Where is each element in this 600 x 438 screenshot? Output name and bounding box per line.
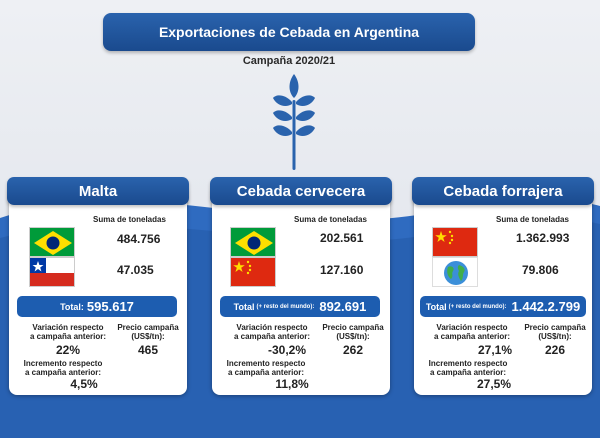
variation-value: 22% <box>55 343 81 357</box>
total-label: Total: <box>60 301 84 312</box>
price-label: Precio campaña (US$/tn): <box>524 323 586 341</box>
brazil-flag-icon <box>29 227 75 257</box>
total-value: 1.442.2.799 <box>511 299 581 314</box>
card-malta: Malta Suma de toneladas 484.756 47.035 T… <box>7 177 189 395</box>
china-flag-icon <box>230 257 276 287</box>
total-badge: Total: 595.617 <box>17 296 177 317</box>
sum-label: Suma de toneladas <box>496 215 569 224</box>
brazil-flag-icon <box>230 227 276 257</box>
card-title: Cebada cervecera <box>210 177 392 205</box>
price-value: 465 <box>137 343 159 357</box>
total-label: Total <box>425 301 447 312</box>
page-subtitle: Campaña 2020/21 <box>242 55 336 67</box>
total-value: 892.691 <box>319 299 367 314</box>
increment-value: 4,5% <box>70 377 98 391</box>
total-badge: Total (+ resto del mundo): 1.442.2.799 <box>420 296 586 317</box>
increment-value: 27,5% <box>476 377 512 391</box>
price-label: Precio campaña (US$/tn): <box>117 323 179 341</box>
row-value: 127.160 <box>320 263 364 277</box>
wheat-icon <box>273 74 315 170</box>
row-value: 1.362.993 <box>516 231 570 245</box>
variation-value: -30,2% <box>267 343 307 357</box>
price-value: 262 <box>342 343 364 357</box>
increment-label: Incremento respecto a campaña anterior: <box>226 359 306 377</box>
price-label: Precio campaña (US$/tn): <box>322 323 384 341</box>
increment-value: 11,8% <box>275 377 309 391</box>
total-extra-label: (+ resto del mundo): <box>256 303 315 310</box>
card-cebada-cervecera: Cebada cervecera Suma de toneladas 202.5… <box>210 177 392 395</box>
row-value: 47.035 <box>117 263 154 277</box>
title-banner: Exportaciones de Cebada en Argentina <box>103 13 475 51</box>
card-title: Cebada forrajera <box>412 177 594 205</box>
card-cebada-forrajera: Cebada forrajera Suma de toneladas 1.362… <box>412 177 594 395</box>
card-title: Malta <box>7 177 189 205</box>
sum-label: Suma de toneladas <box>93 215 166 224</box>
row-value: 202.561 <box>320 231 364 245</box>
total-label: Total <box>233 301 255 312</box>
total-extra-label: (+ resto del mundo): <box>448 303 507 310</box>
total-badge: Total (+ resto del mundo): 892.691 <box>220 296 380 317</box>
sum-label: Suma de toneladas <box>294 215 367 224</box>
chile-flag-icon <box>29 257 75 287</box>
variation-label: Variación respecto a campaña anterior: <box>233 323 311 341</box>
page-title: Exportaciones de Cebada en Argentina <box>158 24 420 40</box>
increment-label: Incremento respecto a campaña anterior: <box>23 359 103 377</box>
increment-label: Incremento respecto a campaña anterior: <box>428 359 508 377</box>
variation-label: Variación respecto a campaña anterior: <box>29 323 107 341</box>
row-value: 484.756 <box>117 232 161 246</box>
variation-label: Variación respecto a campaña anterior: <box>433 323 511 341</box>
row-value: 79.806 <box>522 263 559 277</box>
globe-icon <box>432 257 478 287</box>
china-flag-icon <box>432 227 478 257</box>
price-value: 226 <box>544 343 566 357</box>
total-value: 595.617 <box>86 299 134 314</box>
variation-value: 27,1% <box>477 343 513 357</box>
